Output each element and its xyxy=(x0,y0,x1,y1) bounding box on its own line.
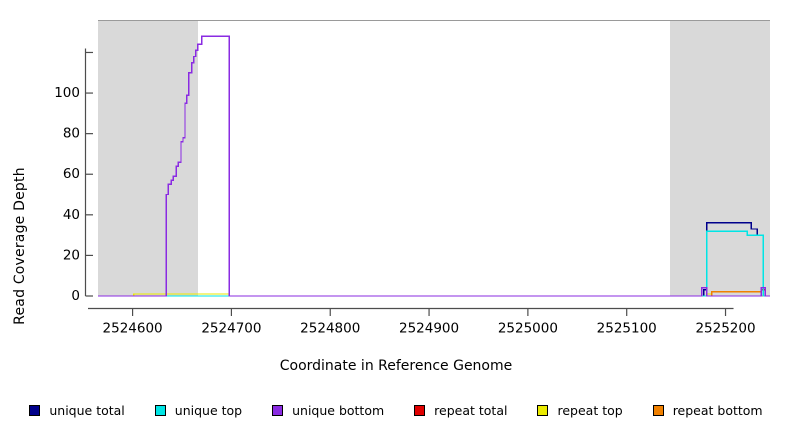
x-axis-title: Coordinate in Reference Genome xyxy=(279,358,513,374)
legend-item[interactable]: repeat top xyxy=(537,402,623,418)
legend-item[interactable]: unique bottom xyxy=(272,403,384,418)
legend-label: repeat bottom xyxy=(672,402,763,418)
x-tick-label: 2524800 xyxy=(300,321,360,337)
legend-swatch-icon xyxy=(537,404,549,416)
y-axis-title-text: Read Coverage Depth xyxy=(12,167,28,325)
legend-item[interactable]: unique top xyxy=(154,402,243,418)
legend-swatch-icon xyxy=(29,404,41,416)
plot-area xyxy=(98,20,770,296)
legend-item[interactable]: repeat total xyxy=(414,403,507,418)
legend-swatch-icon xyxy=(414,404,426,416)
y-tick-label: 80 xyxy=(63,126,80,142)
legend-label: unique top xyxy=(174,402,243,418)
legend-label: repeat total xyxy=(434,402,508,418)
legend-label: unique bottom xyxy=(292,402,385,418)
y-tick-label: 20 xyxy=(63,247,80,263)
legend-item[interactable]: unique total xyxy=(29,402,125,418)
x-tick-label: 2524700 xyxy=(201,321,261,337)
shaded-region xyxy=(670,20,770,296)
legend-swatch-icon xyxy=(272,404,284,416)
shaded-region xyxy=(98,20,198,296)
legend-swatch-icon xyxy=(652,404,664,416)
y-tick-label: 100 xyxy=(54,85,80,101)
legend-swatch-icon xyxy=(154,404,166,416)
legend-item[interactable]: repeat bottom xyxy=(652,402,763,418)
y-tick-label: 0 xyxy=(71,288,80,304)
legend-label: repeat top xyxy=(557,402,623,418)
y-tick-label: 60 xyxy=(63,166,80,182)
x-tick-label: 2525100 xyxy=(597,321,657,337)
x-tick-label: 2525000 xyxy=(498,321,558,337)
legend-label: unique total xyxy=(49,402,125,418)
chart-legend: unique total unique top unique bottom repea… xyxy=(0,398,792,422)
x-tick-label: 2525200 xyxy=(695,321,755,337)
y-tick-label: 40 xyxy=(63,207,80,223)
x-tick-label: 2524900 xyxy=(399,321,459,337)
x-tick-label: 2524600 xyxy=(103,321,163,337)
